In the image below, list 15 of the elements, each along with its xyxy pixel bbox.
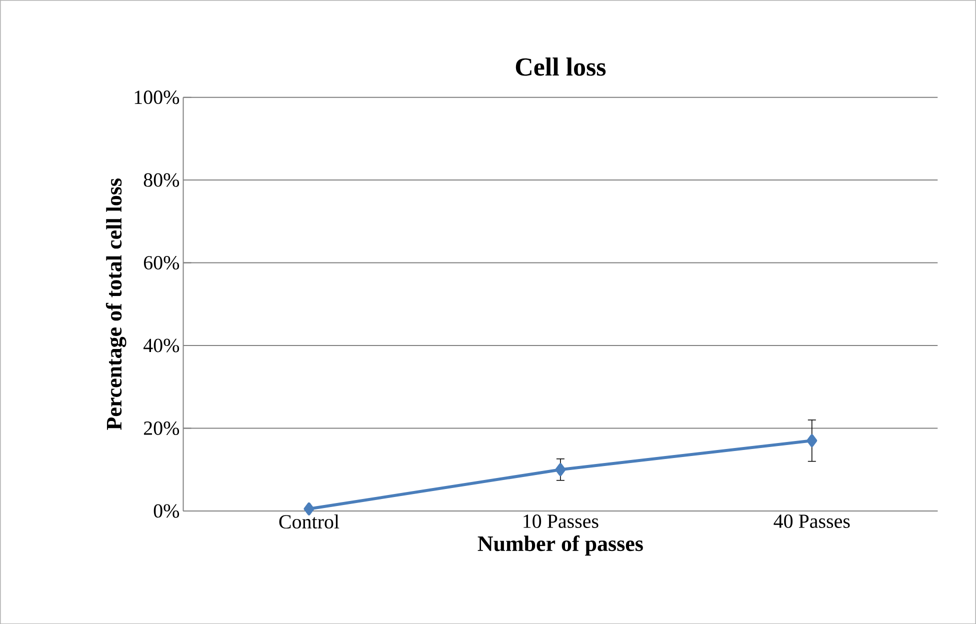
y-tick-label: 100% xyxy=(134,90,180,104)
x-tick-label: 10 Passes xyxy=(524,514,598,528)
point xyxy=(806,434,818,448)
point xyxy=(555,462,566,476)
x-axis-title: Number of passes xyxy=(478,535,643,556)
y-tick-label: 80% xyxy=(144,173,180,187)
y-tick-label: 20% xyxy=(144,421,180,435)
chart-title: Cell loss xyxy=(516,57,606,76)
y-tick-label: 40% xyxy=(143,338,180,352)
y-tick-label: 60% xyxy=(144,256,180,270)
y-axis-title: Percentage of total cell loss xyxy=(106,178,126,430)
point xyxy=(304,502,314,516)
x-tick-label: Control xyxy=(279,514,340,528)
x-tick-label: 40 Passes xyxy=(774,514,850,528)
y-tick-label: 0% xyxy=(154,504,180,518)
